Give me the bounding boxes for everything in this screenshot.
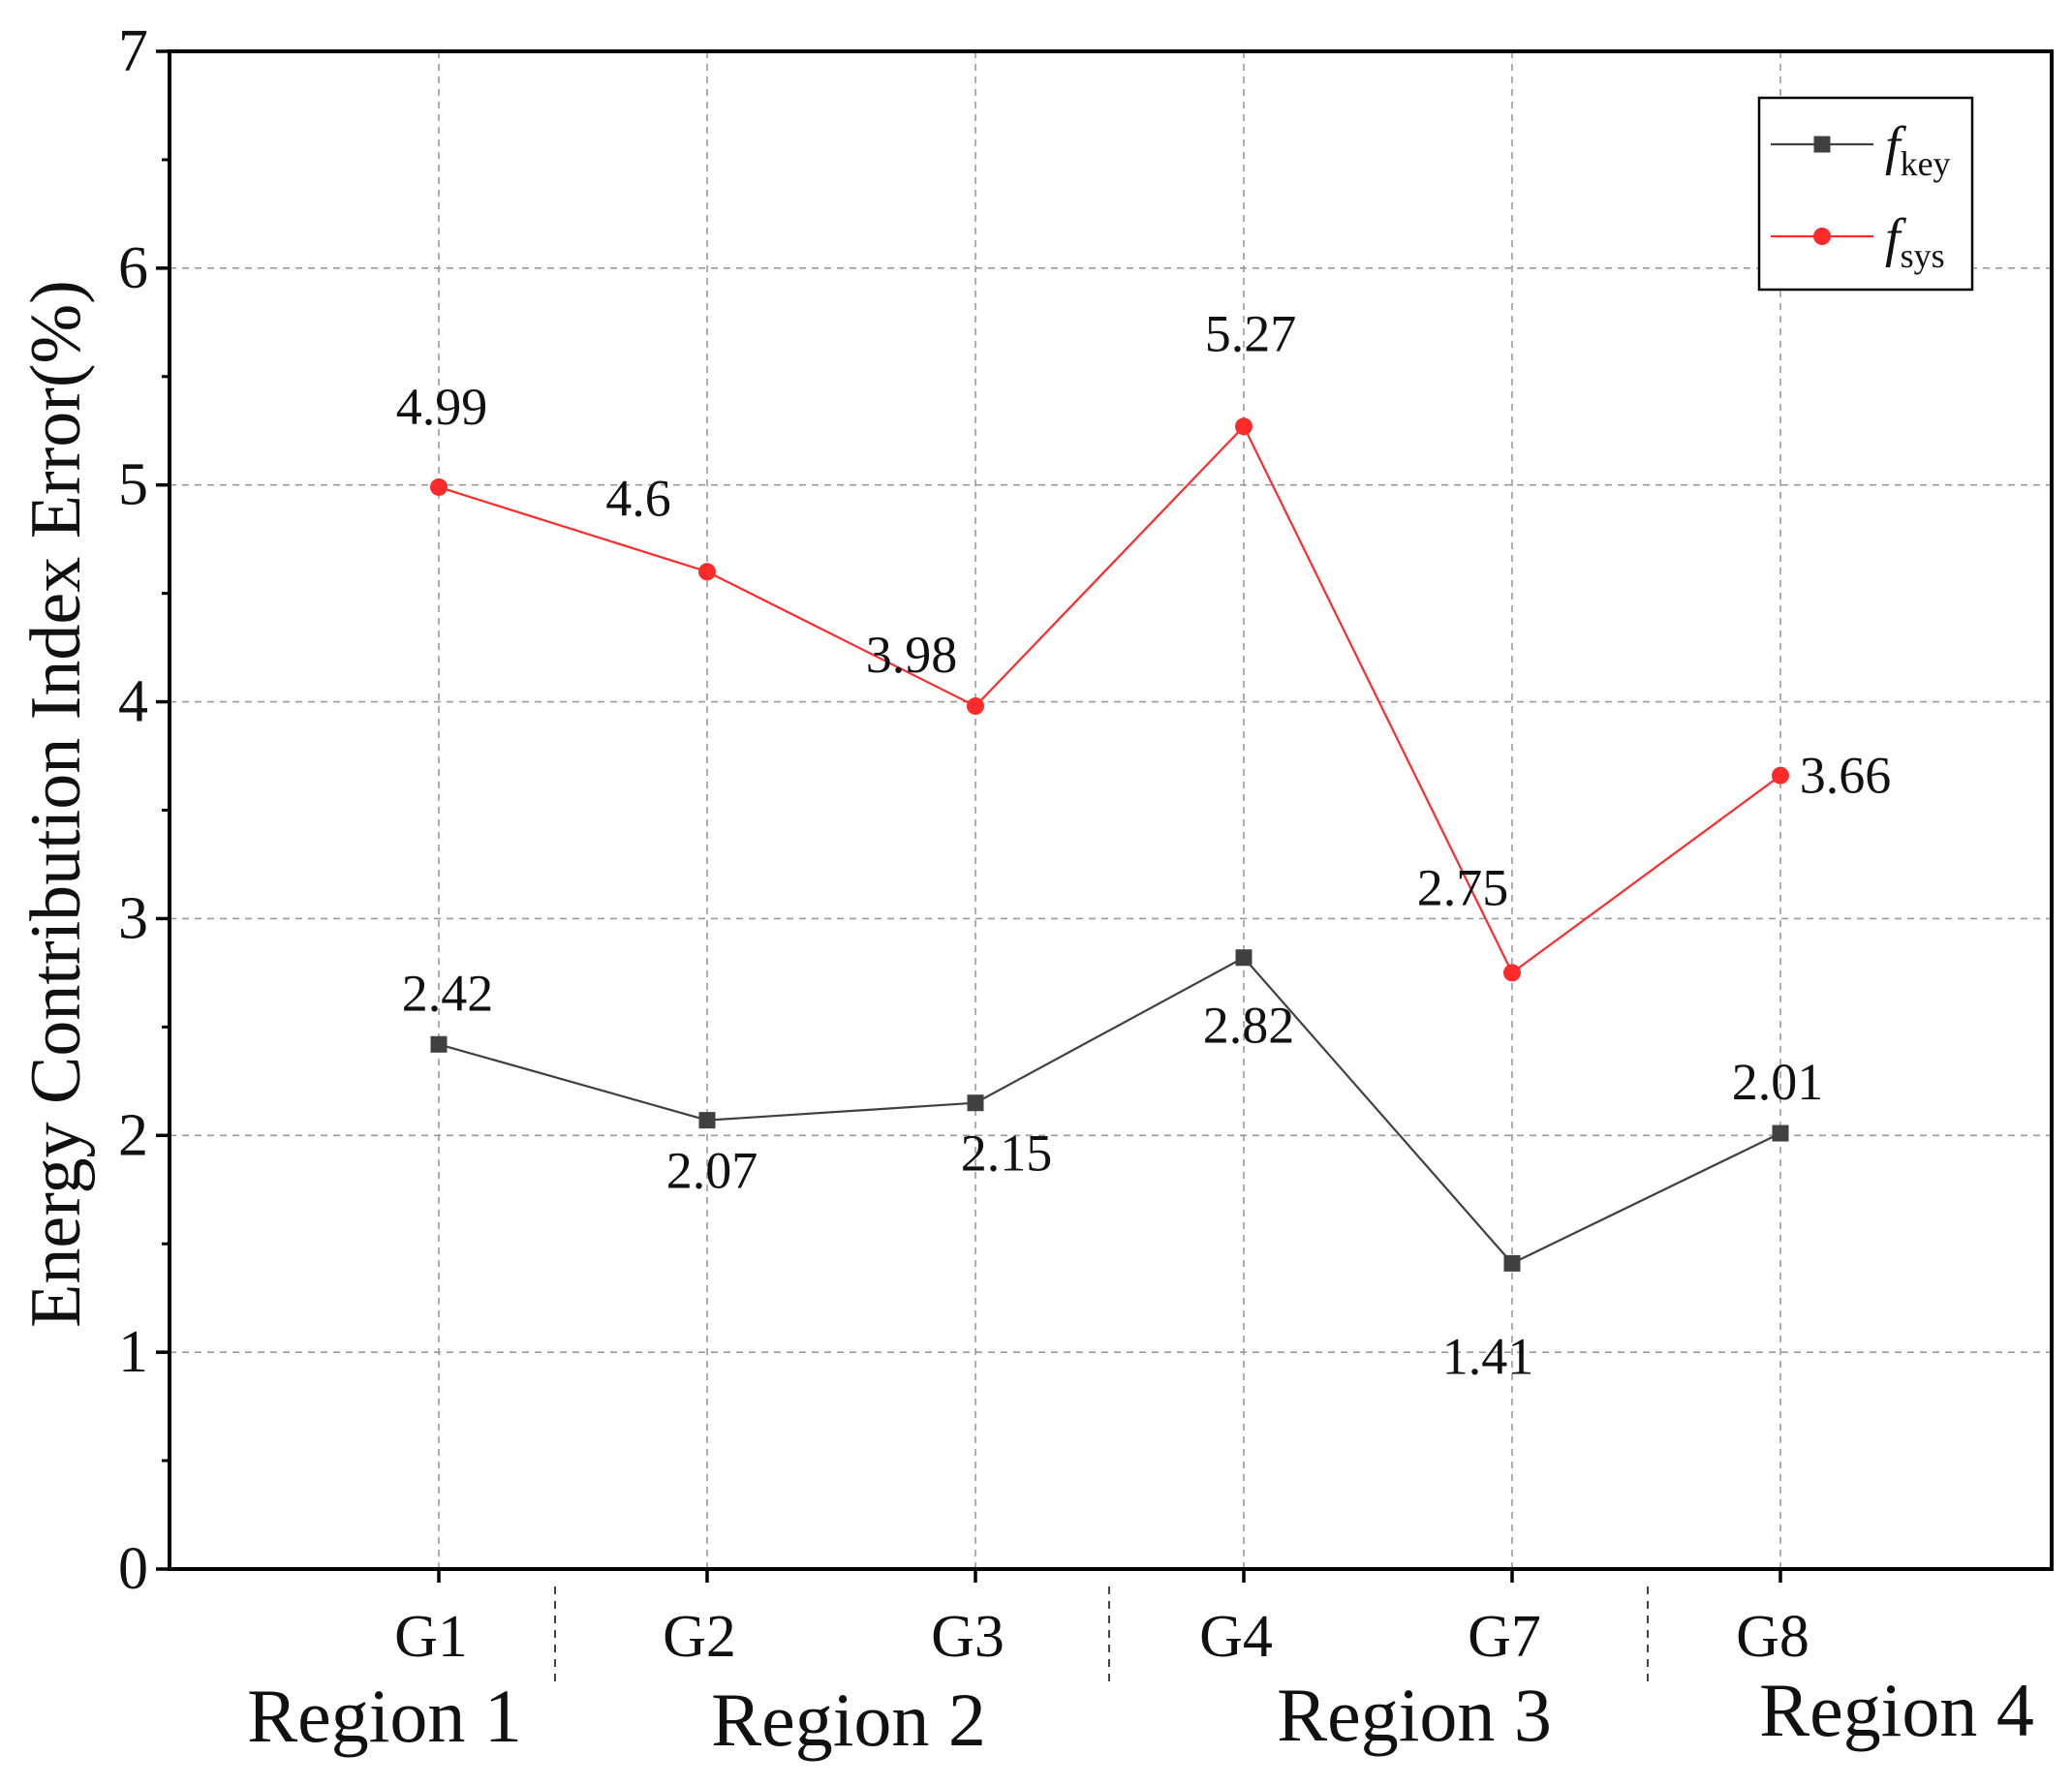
x-tick-label: G2 — [663, 1604, 736, 1670]
data-point-sys — [1772, 766, 1789, 785]
y-tick-label: 1 — [118, 1319, 148, 1385]
grid-lines — [170, 51, 2052, 1569]
data-point-key — [1503, 1254, 1521, 1272]
y-axis-title: Energy Contribution Index Error(%) — [16, 280, 96, 1328]
data-label-key: 2.15 — [961, 1124, 1053, 1183]
data-label-sys: 3.98 — [866, 626, 958, 684]
x-tick-label: G3 — [931, 1604, 1005, 1670]
y-tick-label: 6 — [118, 235, 148, 301]
legend-marker-sys — [1813, 228, 1831, 245]
data-point-key — [967, 1094, 984, 1112]
data-label-key: 2.82 — [1203, 997, 1295, 1055]
x-tick-label: G7 — [1468, 1604, 1541, 1670]
axes: 0 1 2 3 4 5 6 7 G1 G2 G3 G4 G7 G8 — [118, 18, 1809, 1670]
y-tick-label: 3 — [118, 885, 148, 951]
data-label-sys: 4.6 — [605, 469, 671, 527]
legend-marker-key — [1813, 136, 1831, 153]
data-label-key: 2.01 — [1732, 1053, 1824, 1111]
y-tick-label: 5 — [118, 452, 148, 518]
legend-subscript-sys: sys — [1901, 236, 1945, 275]
data-point-sys — [967, 697, 984, 716]
data-point-sys — [1503, 964, 1521, 982]
legend-subscript-key: key — [1901, 144, 1951, 183]
y-tick-label: 4 — [118, 669, 148, 735]
data-label-sys: 2.75 — [1417, 858, 1509, 916]
data-label-sys: 5.27 — [1205, 304, 1297, 362]
y-tick-label: 0 — [118, 1536, 148, 1602]
region-label: Region 1 — [247, 1674, 522, 1758]
region-label: Region 2 — [711, 1678, 986, 1762]
data-label-key: 2.07 — [666, 1142, 758, 1200]
data-point-key — [1235, 949, 1252, 967]
x-tick-label: G8 — [1736, 1604, 1809, 1670]
x-tick-label: G4 — [1199, 1604, 1273, 1670]
y-tick-label: 2 — [118, 1102, 148, 1168]
data-point-sys — [1235, 417, 1252, 436]
y-tick-label: 7 — [118, 18, 148, 84]
series-line-sys — [438, 424, 1781, 975]
region-label: Region 3 — [1277, 1673, 1552, 1757]
data-labels: 2.42 2.07 2.15 2.82 1.41 2.01 4.99 4.6 3.98 5.27 2… — [396, 304, 1892, 1385]
data-label-sys: 4.99 — [396, 378, 488, 436]
data-label-key: 1.41 — [1442, 1327, 1534, 1385]
data-point-key — [1772, 1124, 1789, 1142]
legend-label-key: fkey — [1885, 116, 1951, 183]
x-tick-label: G1 — [394, 1604, 468, 1670]
series-line-key — [438, 956, 1781, 1265]
data-label-sys: 3.66 — [1800, 747, 1892, 805]
data-point-key — [698, 1112, 716, 1129]
region-label: Region 4 — [1759, 1668, 2034, 1752]
data-label-key: 2.42 — [402, 964, 494, 1022]
data-point-sys — [430, 477, 448, 496]
data-point-sys — [698, 563, 716, 581]
region-annotations: Region 1 Region 2 Region 3 Region 4 — [247, 1586, 2034, 1762]
data-point-key — [430, 1035, 448, 1053]
legend-box — [1757, 96, 1974, 292]
series-layer — [430, 417, 1789, 1272]
